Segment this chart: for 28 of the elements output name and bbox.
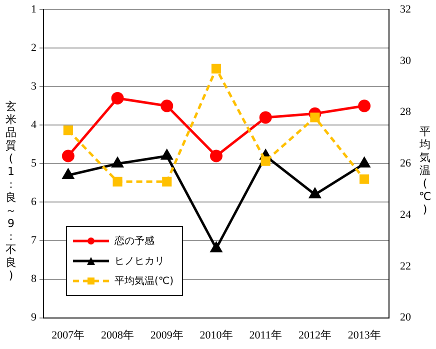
y2-tick-label: 32: [400, 3, 411, 16]
y2-tick-label: 28: [400, 106, 412, 118]
y-tick-label: 4: [31, 119, 37, 132]
y-tick-label: 9: [31, 312, 37, 324]
x-tick-label: 2009年: [150, 329, 184, 342]
y2-tick-label: 24: [400, 208, 412, 221]
y2-tick-label: 30: [400, 54, 412, 67]
y-tick-label: 3: [31, 80, 37, 93]
legend-label: ヒノヒカリ: [114, 254, 164, 268]
y2-tick-label: 22: [400, 260, 411, 272]
y2-axis-title: 平均気温(℃): [418, 125, 432, 216]
y-tick-label: 5: [31, 158, 37, 170]
legend-label: 恋の予感: [114, 234, 154, 248]
x-tick-label: 2007年: [52, 329, 85, 342]
text: 玄米品質(1:良～9:不良): [6, 100, 16, 282]
y2-tick-label: 26: [400, 158, 412, 170]
y-tick-label: 7: [31, 234, 37, 247]
legend-label: 平均気温(℃): [114, 274, 174, 288]
x-tick-label: 2013年: [348, 329, 381, 342]
x-tick-label: 2010年: [200, 329, 233, 342]
y-tick-label: 8: [31, 273, 37, 286]
y-tick-label: 1: [31, 3, 36, 16]
y-tick-label: 2: [31, 42, 36, 54]
y-tick-label: 6: [31, 196, 37, 208]
x-tick-label: 2011年: [249, 329, 282, 342]
x-tick-label: 2012年: [298, 329, 332, 342]
x-tick-label: 2008年: [101, 329, 134, 342]
y2-tick-label: 20: [400, 312, 412, 324]
